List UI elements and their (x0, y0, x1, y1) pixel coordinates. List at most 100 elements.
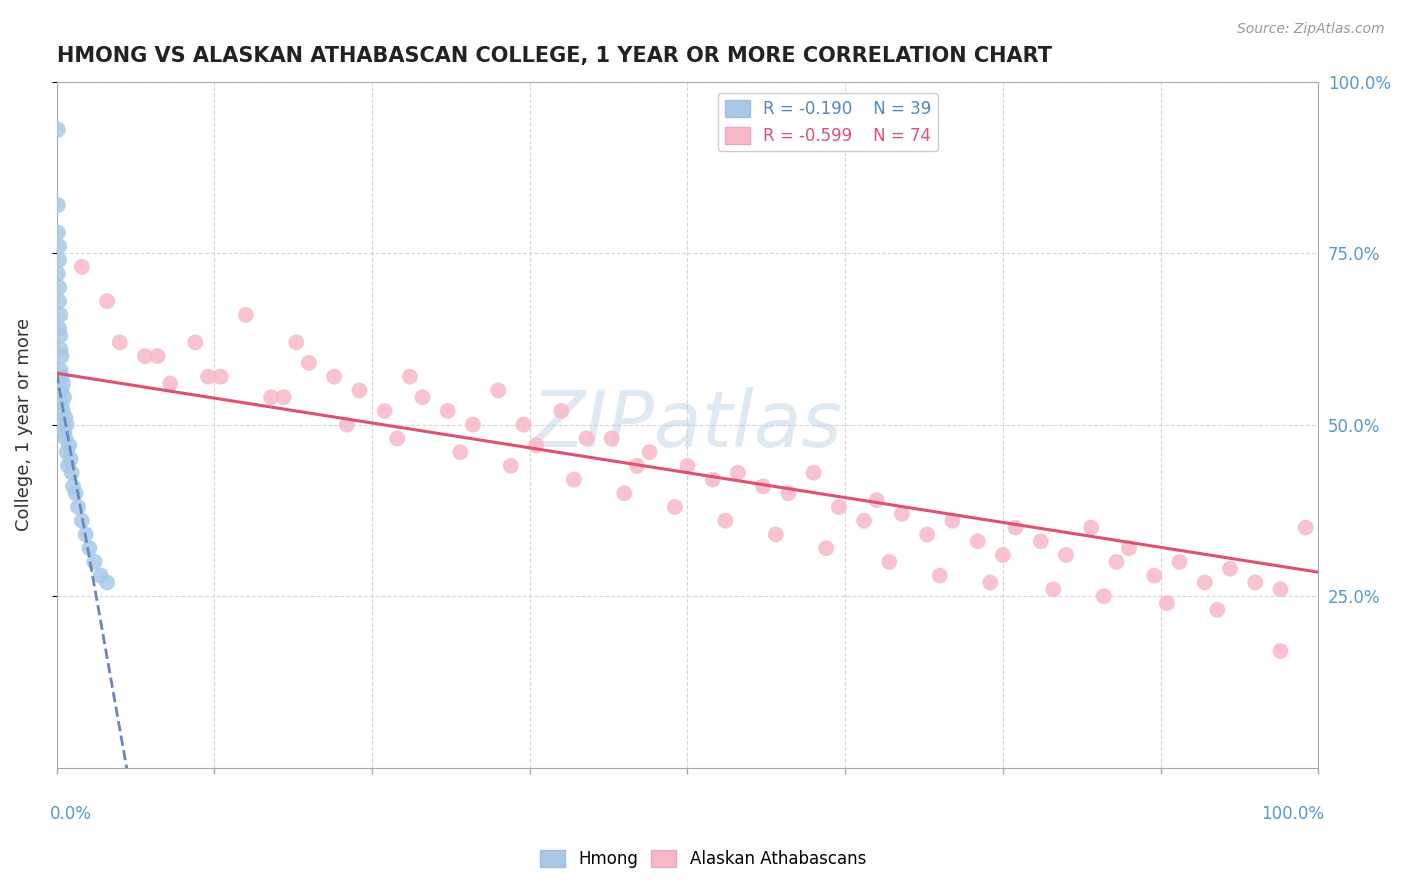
Point (1054, 548, 1077, 562)
Point (752, 479, 775, 493)
Point (575, 431, 598, 445)
Point (436, 404, 458, 418)
Point (1194, 575, 1216, 590)
Legend: Hmong, Alaskan Athabascans: Hmong, Alaskan Athabascans (533, 843, 873, 875)
Text: Source: ZipAtlas.com: Source: ZipAtlas.com (1237, 22, 1385, 37)
Point (51, 349, 73, 363)
Point (828, 500, 851, 514)
Point (46, 198, 69, 212)
Point (1105, 555, 1128, 569)
Point (65, 486, 87, 500)
Point (524, 438, 547, 452)
Point (1143, 568, 1166, 582)
Point (60, 466, 83, 480)
Point (1206, 603, 1229, 617)
Point (765, 527, 787, 541)
Point (46, 226, 69, 240)
Point (79, 541, 101, 556)
Point (499, 458, 522, 473)
Point (1244, 575, 1267, 590)
Point (96, 294, 118, 309)
Point (62, 479, 84, 493)
Point (70, 514, 93, 528)
Point (1270, 644, 1292, 658)
Point (323, 369, 346, 384)
Point (600, 431, 623, 445)
Point (235, 308, 257, 322)
Point (75, 527, 97, 541)
Point (803, 466, 825, 480)
Y-axis label: College, 1 year or more: College, 1 year or more (15, 318, 32, 532)
Point (1270, 582, 1292, 597)
Point (638, 445, 661, 459)
Point (1029, 534, 1052, 549)
Point (51, 369, 73, 384)
Point (1080, 520, 1102, 534)
Point (56, 458, 79, 473)
Point (51, 384, 73, 398)
Point (853, 514, 876, 528)
Point (866, 493, 889, 508)
Point (48, 294, 70, 309)
Point (53, 390, 76, 404)
Point (613, 486, 636, 500)
Point (387, 431, 409, 445)
Point (159, 376, 181, 391)
Point (48, 239, 70, 253)
Point (134, 349, 156, 363)
Point (49, 363, 72, 377)
Point (52, 376, 75, 391)
Point (53, 425, 76, 439)
Point (49, 308, 72, 322)
Point (197, 369, 219, 384)
Point (46, 267, 69, 281)
Point (562, 473, 585, 487)
Point (1118, 541, 1140, 556)
Text: HMONG VS ALASKAN ATHABASCAN COLLEGE, 1 YEAR OR MORE CORRELATION CHART: HMONG VS ALASKAN ATHABASCAN COLLEGE, 1 Y… (56, 46, 1052, 66)
Point (184, 335, 207, 350)
Point (1219, 562, 1241, 576)
Point (778, 486, 800, 500)
Point (449, 445, 471, 459)
Point (55, 417, 77, 432)
Point (714, 514, 737, 528)
Point (59, 452, 82, 467)
Text: ZIPatlas: ZIPatlas (531, 387, 842, 463)
Point (48, 280, 70, 294)
Point (941, 514, 963, 528)
Point (48, 321, 70, 335)
Point (374, 404, 396, 418)
Point (1092, 589, 1115, 603)
Text: 100.0%: 100.0% (1261, 805, 1324, 823)
Point (90, 568, 112, 582)
Point (336, 417, 359, 432)
Point (1168, 555, 1191, 569)
Point (146, 349, 169, 363)
Point (209, 369, 232, 384)
Point (626, 458, 648, 473)
Point (108, 335, 131, 350)
Point (70, 260, 93, 274)
Point (52, 404, 75, 418)
Point (676, 458, 699, 473)
Point (285, 335, 308, 350)
Point (96, 575, 118, 590)
Point (879, 555, 901, 569)
Point (991, 548, 1014, 562)
Point (83, 555, 105, 569)
Point (46, 122, 69, 136)
Point (1004, 520, 1026, 534)
Point (399, 369, 422, 384)
Point (702, 473, 724, 487)
Point (966, 534, 988, 549)
Point (49, 343, 72, 357)
Point (260, 390, 283, 404)
Text: 0.0%: 0.0% (51, 805, 93, 823)
Point (298, 356, 321, 370)
Point (49, 328, 72, 343)
Point (915, 527, 938, 541)
Point (58, 438, 80, 452)
Point (55, 431, 77, 445)
Point (890, 507, 912, 521)
Point (52, 417, 75, 432)
